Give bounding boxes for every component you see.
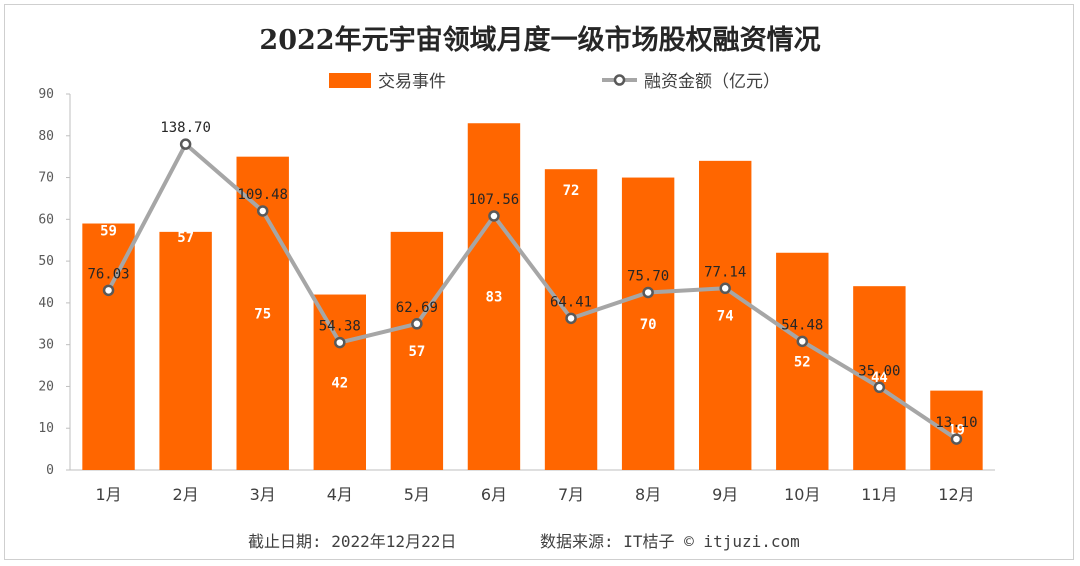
bar-value-label: 83 <box>486 290 503 306</box>
bar <box>467 123 521 470</box>
x-tick-label: 6月 <box>481 485 507 504</box>
bar <box>159 231 212 470</box>
legend-line-marker <box>613 74 626 86</box>
line-value-label: 35.00 <box>858 363 900 379</box>
x-tick-label: 7月 <box>558 485 584 504</box>
chart-title: 2022年元宇宙领域月度一级市场股权融资情况 <box>259 24 820 56</box>
bar <box>82 223 135 470</box>
line-point <box>334 336 346 349</box>
x-tick-label: 11月 <box>861 485 897 504</box>
line-value-label: 64.41 <box>550 294 592 310</box>
y-tick-label: 20 <box>38 379 54 394</box>
line-point <box>796 335 809 348</box>
line-value-label: 138.70 <box>160 120 211 136</box>
y-tick-label: 30 <box>38 338 54 353</box>
bar-value-label: 57 <box>408 344 425 360</box>
x-tick-label: 2月 <box>173 485 199 504</box>
line-point <box>179 138 192 150</box>
bar <box>776 252 829 470</box>
bar-value-label: 72 <box>563 183 580 199</box>
line-value-label: 13.10 <box>935 415 977 431</box>
legend-bar-label: 交易事件 <box>378 72 446 92</box>
y-tick-label: 10 <box>38 421 54 436</box>
x-tick-label: 9月 <box>712 485 738 504</box>
bar <box>390 231 444 470</box>
x-tick-label: 4月 <box>327 485 353 504</box>
bar-value-label: 75 <box>254 306 271 322</box>
y-tick-label: 70 <box>38 171 54 186</box>
x-tick-label: 3月 <box>250 485 276 504</box>
footer-date: 截止日期: 2022年12月22日 <box>248 532 456 551</box>
line-value-label: 54.38 <box>319 319 361 335</box>
line-value-label: 54.48 <box>781 317 823 333</box>
bar-value-label: 42 <box>331 375 348 391</box>
footer-source: 数据来源: IT桔子 © itjuzi.com <box>540 532 800 551</box>
y-tick-label: 40 <box>38 296 54 311</box>
line-point <box>256 205 269 217</box>
y-tick-label: 50 <box>38 254 54 269</box>
bar-value-label: 44 <box>871 370 888 386</box>
line-point <box>950 433 963 445</box>
y-tick-label: 60 <box>38 212 54 227</box>
bar-value-label: 74 <box>717 308 734 324</box>
line-point <box>873 381 886 394</box>
bar-value-label: 59 <box>100 224 117 240</box>
x-tick-label: 5月 <box>404 485 430 504</box>
bar <box>699 160 752 470</box>
x-tick-label: 12月 <box>938 485 974 504</box>
line-series <box>106 142 958 441</box>
line-point <box>488 210 500 222</box>
line-point <box>642 286 654 299</box>
plot-area: 0 10 20 30 40 50 60 70 80 90 59 57 75 42 57 83 72 70 74 52 4… <box>38 87 995 504</box>
line-value-label: 77.14 <box>704 264 746 280</box>
bar-value-label: 52 <box>794 354 811 370</box>
bar <box>313 294 366 470</box>
line-point <box>565 312 577 325</box>
legend-line-label: 融资金额（亿元） <box>644 72 780 92</box>
x-tick-label: 8月 <box>635 485 661 504</box>
line-point <box>102 284 115 297</box>
x-tick-label: 10月 <box>784 485 820 504</box>
bar <box>621 177 675 471</box>
bar-value-label: 57 <box>177 230 194 246</box>
line-value-label: 75.70 <box>627 268 669 284</box>
y-tick-label: 0 <box>46 463 54 478</box>
line-point <box>411 318 423 330</box>
line-value-label: 62.69 <box>396 300 438 316</box>
bar <box>930 390 983 470</box>
x-tick-label: 1月 <box>95 485 121 504</box>
line-value-label: 109.48 <box>237 187 288 203</box>
y-tick-label: 90 <box>38 87 54 102</box>
line-point <box>719 282 731 295</box>
legend-bar-swatch <box>329 73 371 88</box>
bar-value-label: 70 <box>640 317 657 333</box>
line-value-label: 76.03 <box>87 266 129 282</box>
line-value-label: 107.56 <box>469 192 520 208</box>
y-tick-label: 80 <box>38 129 54 144</box>
